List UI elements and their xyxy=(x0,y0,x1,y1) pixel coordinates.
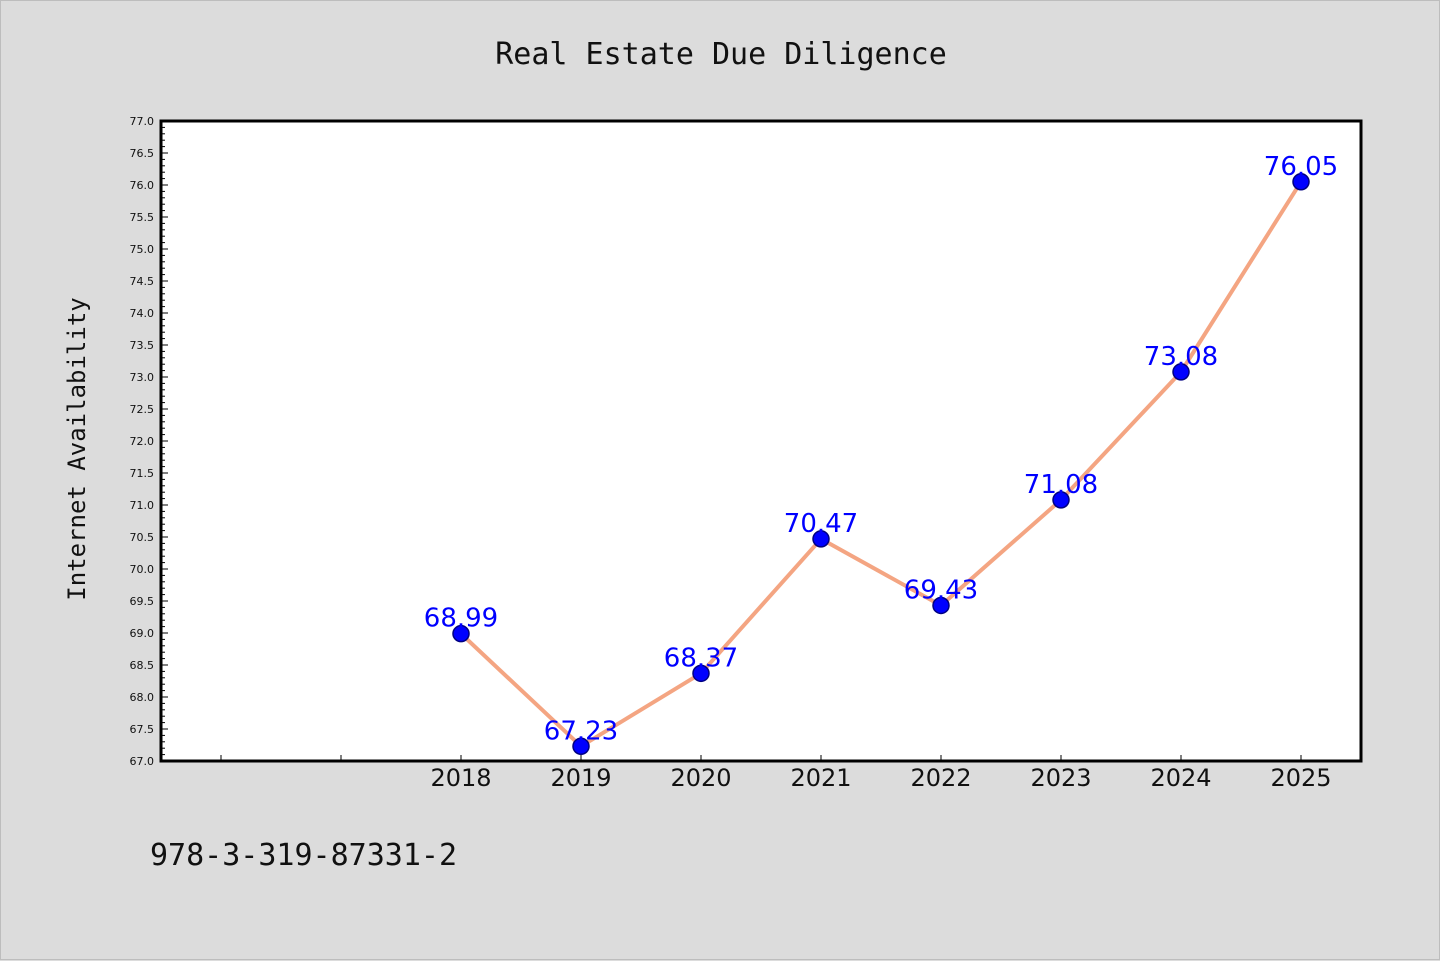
y-tick-label: 73.5 xyxy=(130,339,155,352)
data-point xyxy=(812,530,830,548)
x-tick-label: 2025 xyxy=(1270,764,1331,792)
data-label: 73.08 xyxy=(1144,342,1218,372)
plot-area xyxy=(161,121,1361,761)
y-tick-label: 76.0 xyxy=(130,179,155,192)
y-tick-label: 75.0 xyxy=(130,243,155,256)
y-tick-label: 77.0 xyxy=(130,115,155,128)
y-tick-label: 76.5 xyxy=(130,147,155,160)
y-tick-label: 71.0 xyxy=(130,499,155,512)
chart-title: Real Estate Due Diligence xyxy=(495,37,947,72)
data-label: 76.05 xyxy=(1264,152,1338,182)
x-tick-label: 2024 xyxy=(1150,764,1211,792)
x-tick-label: 2022 xyxy=(910,764,971,792)
x-tick-label: 2018 xyxy=(430,764,491,792)
y-tick-label: 72.5 xyxy=(130,403,155,416)
y-tick-label: 74.5 xyxy=(130,275,155,288)
y-tick-label: 73.0 xyxy=(130,371,155,384)
x-tick-label: 2020 xyxy=(670,764,731,792)
y-tick-label: 71.5 xyxy=(130,467,155,480)
data-label: 70.47 xyxy=(784,509,858,539)
data-label: 68.99 xyxy=(424,604,498,634)
y-tick-label: 68.0 xyxy=(130,691,155,704)
x-tick-label: 2019 xyxy=(550,764,611,792)
data-point xyxy=(1172,363,1190,381)
y-tick-label: 72.0 xyxy=(130,435,155,448)
series-line xyxy=(459,180,1303,749)
footer-isbn: 978-3-319-87331-2 xyxy=(150,838,457,873)
series-layer: 68.99 67.23 68.37 70.47 69.43 71.08 73.08 76.05 xyxy=(424,152,1338,756)
data-label: 67.23 xyxy=(544,716,618,746)
y-axis-label: Internet Availability xyxy=(63,297,91,600)
data-point xyxy=(1052,491,1070,509)
data-label: 68.37 xyxy=(664,643,738,673)
data-point xyxy=(1292,173,1310,191)
y-tick-label: 68.5 xyxy=(130,659,155,672)
y-tick-label: 69.5 xyxy=(130,595,155,608)
y-tick-label: 75.5 xyxy=(130,211,155,224)
y-tick-label: 70.0 xyxy=(130,563,155,576)
data-label: 69.43 xyxy=(904,575,978,605)
y-tick-label: 70.5 xyxy=(130,531,155,544)
data-point xyxy=(572,737,590,756)
y-tick-label: 67.5 xyxy=(130,723,155,736)
x-tick-label: 2023 xyxy=(1030,764,1091,792)
plot-frame xyxy=(159,119,1363,763)
data-point xyxy=(452,624,470,643)
y-tick-label: 69.0 xyxy=(130,627,155,640)
y-tick-label: 74.0 xyxy=(130,307,155,320)
data-point xyxy=(932,596,950,615)
data-point xyxy=(692,664,710,683)
data-label: 71.08 xyxy=(1024,470,1098,500)
x-tick-label: 2021 xyxy=(790,764,851,792)
y-tick-label: 67.0 xyxy=(130,755,155,768)
